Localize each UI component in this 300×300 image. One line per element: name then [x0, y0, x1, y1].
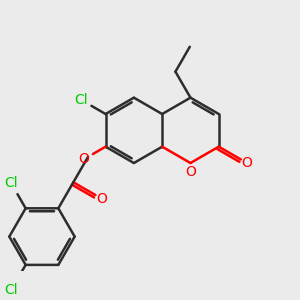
Text: O: O [185, 165, 196, 179]
Text: Cl: Cl [74, 93, 88, 106]
Text: O: O [242, 156, 253, 170]
Text: Cl: Cl [4, 283, 18, 297]
Text: O: O [96, 192, 107, 206]
Text: O: O [78, 152, 89, 167]
Text: Cl: Cl [4, 176, 18, 190]
